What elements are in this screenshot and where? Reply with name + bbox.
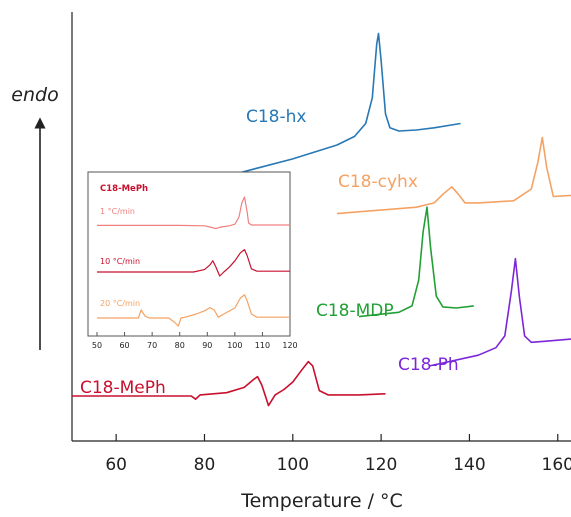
inset-title: C18-MePh [100,184,148,194]
x-tick-label: 60 [105,455,127,475]
main-axes [71,12,571,442]
inset-series-label-20-c-min: 20 °C/min [100,299,140,308]
series-label-c18-ph: C18-Ph [398,355,459,375]
series-layer: C18-hx C18-cyhx C18-MDP C18-Ph C18-MePh [72,32,571,407]
inset-series-label-10-c-min: 10 °C/min [100,257,140,266]
inset-series-line-1-c-min [97,196,290,230]
series-line-c18-meph [72,360,386,407]
x-tick-label: 120 [365,455,397,475]
y-axis-title: endo [11,84,58,106]
x-tick-label: 100 [277,455,309,475]
series-line-c18-cyhx [336,136,571,215]
x-tick-label: 80 [194,455,216,475]
inset-x-ticks: 50 60 70 80 90 100 110 120 [88,332,298,350]
inset-chart: C18-MePh 50 60 70 80 90 100 110 120 1 °C/min 10 … [87,171,298,350]
x-ticks: 60 80 100 120 140 160 [105,434,571,475]
series-line-c18-ph [429,257,571,367]
inset-series-line-20-c-min [97,294,290,327]
series-line-c18-hx [230,32,461,176]
inset-x-tick-label: 70 [147,341,157,350]
series-line-c18-mdp [358,206,474,318]
inset-x-tick-label: 90 [202,341,212,350]
x-tick-label: 160 [542,455,571,475]
inset-x-tick-label: 110 [255,341,270,350]
inset-x-tick-label: 50 [92,341,102,350]
inset-series-label-1-c-min: 1 °C/min [100,207,135,216]
inset-series-layer: 1 °C/min 10 °C/min 20 °C/min [97,196,290,327]
inset-x-tick-label: 100 [227,341,242,350]
series-label-c18-cyhx: C18-cyhx [338,172,418,192]
series-label-c18-hx: C18-hx [246,107,306,127]
inset-x-tick-label: 60 [119,341,129,350]
x-tick-label: 140 [453,455,485,475]
x-axis-title: Temperature / °C [240,490,403,512]
series-label-c18-mdp: C18-MDP [316,301,394,321]
series-label-c18-meph: C18-MePh [80,378,166,398]
inset-frame [87,171,291,337]
inset-x-tick-label: 120 [282,341,297,350]
inset-x-tick-label: 80 [175,341,185,350]
inset-series-line-10-c-min [97,249,290,277]
